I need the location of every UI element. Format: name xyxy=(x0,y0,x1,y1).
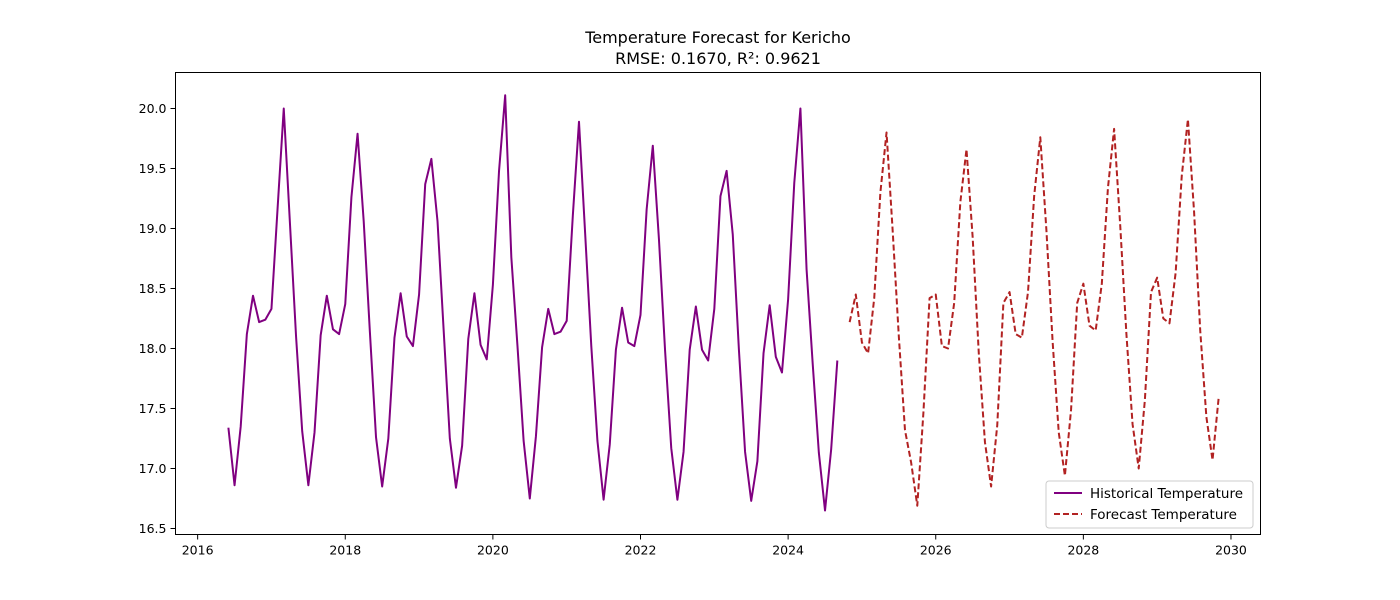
series-line-forecast xyxy=(848,118,1220,507)
plot-area-frame xyxy=(175,72,1261,535)
y-tick-label: 19.5 xyxy=(139,161,167,176)
y-tick-label: 17.5 xyxy=(139,401,167,416)
legend-label-forecast: Forecast Temperature xyxy=(1090,507,1237,523)
y-tick-label: 18.5 xyxy=(139,281,167,296)
x-tick-label: 2026 xyxy=(920,543,952,558)
legend-label-historical: Historical Temperature xyxy=(1090,486,1243,502)
x-tick-label: 2028 xyxy=(1067,543,1099,558)
x-tick-label: 2030 xyxy=(1215,543,1247,558)
series-layer xyxy=(227,94,1220,512)
y-tick-label: 18.0 xyxy=(139,341,167,356)
chart-title: Temperature Forecast for Kericho xyxy=(584,28,851,47)
legend-box xyxy=(1045,480,1254,529)
chart-subtitle: RMSE: 0.1670, R²: 0.9621 xyxy=(615,49,821,68)
x-tick-label: 2016 xyxy=(182,543,214,558)
y-tick-label: 20.0 xyxy=(139,101,167,116)
x-tick-label: 2022 xyxy=(625,543,657,558)
series-line-historical xyxy=(227,94,839,512)
x-tick-label: 2020 xyxy=(477,543,509,558)
y-tick-label: 16.5 xyxy=(139,521,167,536)
y-axis: 16.5 17.0 17.5 18.0 18.5 19.0 19.5 20.0 xyxy=(139,101,176,536)
y-tick-label: 17.0 xyxy=(139,461,167,476)
x-tick-label: 2018 xyxy=(329,543,361,558)
x-axis: 2016 2018 2020 2022 2024 2026 2028 2030 xyxy=(182,534,1247,558)
y-tick-label: 19.0 xyxy=(139,221,167,236)
x-tick-label: 2024 xyxy=(772,543,804,558)
legend: Historical Temperature Forecast Temperat… xyxy=(1045,480,1254,529)
